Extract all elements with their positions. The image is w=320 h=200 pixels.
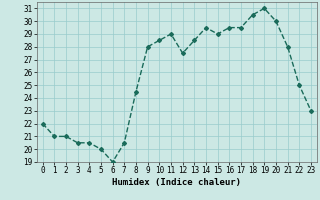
X-axis label: Humidex (Indice chaleur): Humidex (Indice chaleur) <box>112 178 241 187</box>
